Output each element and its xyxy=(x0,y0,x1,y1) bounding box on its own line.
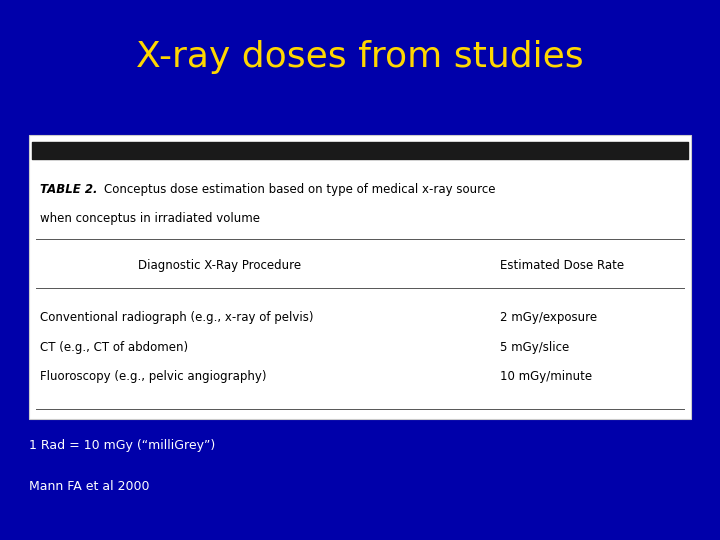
Text: X-ray doses from studies: X-ray doses from studies xyxy=(136,40,584,73)
FancyBboxPatch shape xyxy=(29,135,691,418)
Text: Mann FA et al 2000: Mann FA et al 2000 xyxy=(29,480,149,492)
Text: 10 mGy/minute: 10 mGy/minute xyxy=(500,370,593,383)
Text: CT (e.g., CT of abdomen): CT (e.g., CT of abdomen) xyxy=(40,341,188,354)
Text: Conceptus dose estimation based on type of medical x-ray source: Conceptus dose estimation based on type … xyxy=(104,183,496,195)
Text: 5 mGy/slice: 5 mGy/slice xyxy=(500,341,570,354)
Text: Conventional radiograph (e.g., x-ray of pelvis): Conventional radiograph (e.g., x-ray of … xyxy=(40,311,313,324)
Text: Estimated Dose Rate: Estimated Dose Rate xyxy=(500,259,624,272)
Text: 2 mGy/exposure: 2 mGy/exposure xyxy=(500,311,598,324)
Text: 1 Rad = 10 mGy (“milliGrey”): 1 Rad = 10 mGy (“milliGrey”) xyxy=(29,439,215,452)
Text: Diagnostic X-Ray Procedure: Diagnostic X-Ray Procedure xyxy=(138,259,301,272)
Text: when conceptus in irradiated volume: when conceptus in irradiated volume xyxy=(40,212,260,225)
Text: TABLE 2.: TABLE 2. xyxy=(40,183,97,195)
Text: Fluoroscopy (e.g., pelvic angiography): Fluoroscopy (e.g., pelvic angiography) xyxy=(40,370,266,383)
